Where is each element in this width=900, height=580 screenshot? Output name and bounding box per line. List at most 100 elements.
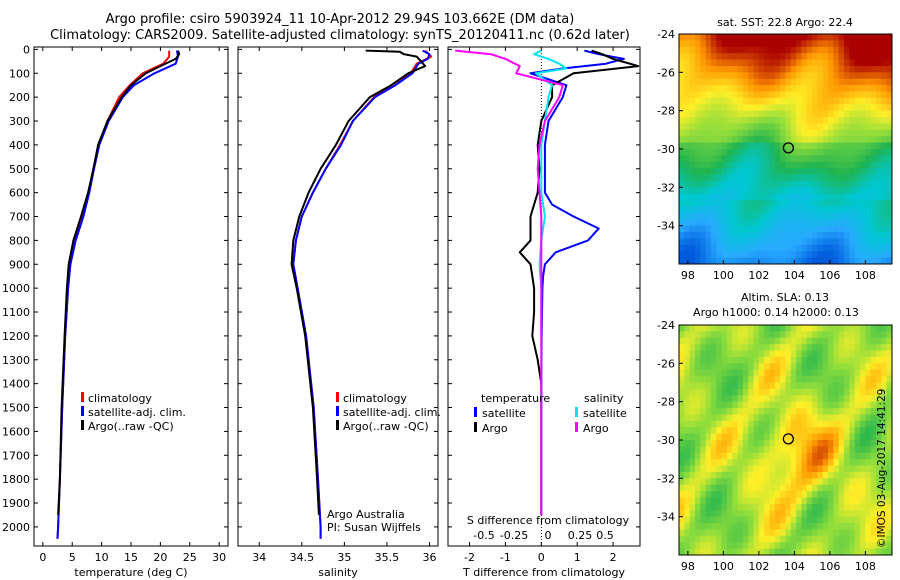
- sst-map-cell: [812, 97, 818, 105]
- sst-map-cell: [694, 104, 701, 112]
- sla-map-cell: [790, 376, 797, 383]
- sst-map-cell: [737, 129, 744, 137]
- sst-map-cell: [758, 91, 765, 99]
- sst-map-cell: [758, 110, 765, 118]
- sst-map-cell: [822, 180, 829, 188]
- sla-map-cell: [822, 420, 829, 428]
- sst-map-cell: [689, 200, 696, 207]
- sst-map-cell: [700, 59, 707, 67]
- sla-map-cell: [705, 548, 712, 556]
- sla-map-cell: [769, 344, 776, 351]
- sst-map-cell: [689, 244, 696, 252]
- sla-map-cell: [833, 331, 840, 339]
- sst-map-cell: [689, 161, 696, 169]
- sla-map-cell: [721, 548, 728, 556]
- sla-map-cell: [854, 542, 861, 550]
- sla-map-cell: [689, 503, 696, 511]
- sla-map-cell: [838, 497, 845, 505]
- sst-map-cell: [721, 244, 728, 252]
- sla-map-cell: [822, 446, 829, 454]
- sst-map-cell: [801, 85, 808, 92]
- sst-map-cell: [753, 244, 760, 252]
- difference-legend-label: Argo: [583, 422, 609, 435]
- sst-map-cell: [689, 78, 696, 86]
- sst-map-cell: [822, 40, 829, 48]
- sst-map-cell: [790, 149, 797, 156]
- sst-map-cell: [700, 91, 707, 99]
- sst-map-cell: [828, 34, 834, 41]
- sst-map-cell: [860, 117, 866, 124]
- salinity-legend-label: Argo(..raw -QC): [343, 420, 429, 433]
- sla-map-cell: [790, 542, 797, 550]
- sla-map-cell: [886, 408, 893, 415]
- sla-map-cell: [806, 363, 813, 371]
- sla-map-cell: [769, 369, 776, 377]
- sla-map-cell: [758, 452, 765, 460]
- sst-map-cell: [854, 85, 861, 92]
- sst-map-cell: [774, 193, 781, 201]
- sst-map-cell: [876, 244, 882, 252]
- sla-map-cell: [726, 542, 733, 550]
- sla-map-cell: [710, 529, 717, 537]
- sst-map-cell: [689, 206, 696, 214]
- sla-map-cell: [886, 376, 893, 383]
- sst-map-cell: [726, 65, 733, 73]
- sst-map-cell: [694, 46, 701, 54]
- sla-map-cell: [870, 325, 877, 332]
- sla-map-cell: [833, 497, 840, 505]
- sla-map-cell: [694, 350, 701, 358]
- sla-map-cell: [764, 408, 770, 415]
- sla-map-cell: [881, 363, 888, 371]
- sla-map-cell: [790, 478, 797, 486]
- sst-map-cell: [828, 117, 834, 124]
- sst-map-cell: [817, 212, 824, 220]
- sst-map-cell: [881, 180, 888, 188]
- sst-map-cell: [684, 257, 691, 265]
- sst-map-cell: [684, 46, 691, 54]
- sla-map-cell: [764, 452, 770, 460]
- sst-map-cell: [732, 110, 738, 118]
- sst-map-cell: [844, 206, 850, 214]
- sla-map-cell: [849, 478, 856, 486]
- sla-map-cell: [705, 478, 712, 486]
- sst-map-cell: [801, 251, 808, 259]
- sst-map-cell: [764, 238, 770, 246]
- sst-map-cell: [689, 117, 696, 124]
- sla-map-cell: [812, 369, 818, 377]
- sst-map-cell: [833, 244, 840, 252]
- sla-map-title-line1: Altim. SLA: 0.13: [741, 291, 829, 304]
- sla-map-cell: [876, 408, 882, 415]
- sla-map-cell: [748, 516, 754, 524]
- sst-map-cell: [710, 187, 717, 195]
- sst-map-cell: [694, 40, 701, 48]
- sla-map-cell: [737, 331, 744, 339]
- sst-map-cell: [865, 168, 872, 175]
- sst-map-cell: [769, 65, 776, 73]
- sst-map-cell: [742, 257, 749, 265]
- sla-map-cell: [710, 331, 717, 339]
- sla-map-cell: [758, 542, 765, 550]
- sst-map-cell: [860, 85, 866, 92]
- sst-map-cell: [822, 238, 829, 246]
- sla-map-cell: [764, 414, 770, 422]
- sla-map-cell: [764, 503, 770, 511]
- sst-map-cell: [742, 219, 749, 227]
- sla-map-cell: [764, 433, 770, 441]
- sla-map-cell: [769, 471, 776, 479]
- sla-map-cell: [780, 433, 786, 441]
- sst-map-cell: [886, 244, 893, 252]
- sla-map-cell: [822, 356, 829, 364]
- sst-map-cell: [817, 180, 824, 188]
- sla-map-cell: [748, 535, 754, 543]
- sst-map-cell: [737, 232, 744, 239]
- sla-map-cell: [876, 471, 882, 479]
- sst-map-cell: [737, 136, 744, 144]
- sla-map-cell: [886, 491, 893, 498]
- sst-map-cell: [705, 200, 712, 207]
- sst-map-cell: [726, 187, 733, 195]
- depth-tick-label: 1000: [2, 282, 30, 295]
- sla-map-cell: [876, 344, 882, 351]
- sst-map-cell: [753, 34, 760, 41]
- sst-map-cell: [801, 219, 808, 227]
- sst-map-cell: [780, 110, 786, 118]
